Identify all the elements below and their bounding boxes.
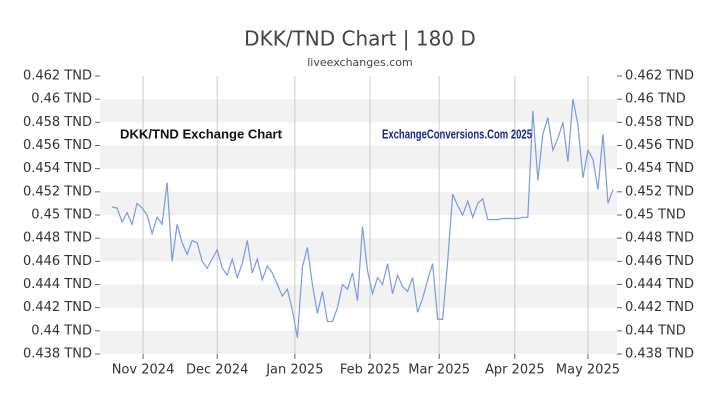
y2-tick-label: 0.444 TND <box>625 277 694 292</box>
line <box>111 99 614 338</box>
bands <box>100 99 617 354</box>
y-tick-label: 0.438 TND <box>23 347 92 362</box>
y2-tick-label: 0.446 TND <box>625 254 694 269</box>
chart-title: DKK/TND Chart | 180 D <box>244 27 476 51</box>
x-tick-label: Mar 2025 <box>408 363 470 378</box>
x-tick-label: Jan 2025 <box>265 363 323 378</box>
y-tick-label: 0.458 TND <box>23 115 92 130</box>
y-tick-label: 0.45 TND <box>31 208 92 223</box>
y2-tick-label: 0.452 TND <box>625 184 694 199</box>
y-tick-label: 0.452 TND <box>23 184 92 199</box>
y2-tick-label: 0.45 TND <box>625 208 686 223</box>
grid-band <box>100 99 617 123</box>
y-tick-label: 0.456 TND <box>23 138 92 153</box>
grid-band <box>100 284 617 308</box>
y2-tick-label: 0.456 TND <box>625 138 694 153</box>
grid-band <box>100 145 617 169</box>
grid-band <box>100 191 617 215</box>
grid-band <box>100 238 617 262</box>
y-tick-label: 0.442 TND <box>23 300 92 315</box>
y2-tick-label: 0.44 TND <box>625 323 686 338</box>
x-tick-label: Dec 2024 <box>186 363 248 378</box>
y2-tick-label: 0.46 TND <box>625 92 686 107</box>
y-tick-label: 0.46 TND <box>31 92 92 107</box>
grid-band <box>100 330 617 354</box>
y2-tick-label: 0.454 TND <box>625 161 694 176</box>
x-tick-label: May 2025 <box>556 363 620 378</box>
y-tick-label: 0.444 TND <box>23 277 92 292</box>
annotation: ExchangeConversions.Com 2025 <box>382 126 532 141</box>
plot: 0.438 TND 0.438 TND 0.44 TND 0.44 TND 0.442 … <box>23 69 694 378</box>
y-tick-label: 0.462 TND <box>23 69 92 84</box>
y2-tick-label: 0.458 TND <box>625 115 694 130</box>
y-tick-label: 0.448 TND <box>23 231 92 246</box>
y2-tick-label: 0.448 TND <box>625 231 694 246</box>
y-tick-label: 0.446 TND <box>23 254 92 269</box>
x-tick-label: Feb 2025 <box>340 363 400 378</box>
chart-subtitle: liveexchanges.com <box>307 56 412 69</box>
x-tick-label: Apr 2025 <box>485 363 545 378</box>
y2-tick-label: 0.462 TND <box>625 69 694 84</box>
x-tick-label: Nov 2024 <box>112 363 175 378</box>
y-tick-label: 0.454 TND <box>23 161 92 176</box>
y2-tick-label: 0.438 TND <box>625 347 694 362</box>
y-tick-label: 0.44 TND <box>31 323 92 338</box>
y2-tick-label: 0.442 TND <box>625 300 694 315</box>
annotation: DKK/TND Exchange Chart <box>120 126 283 141</box>
